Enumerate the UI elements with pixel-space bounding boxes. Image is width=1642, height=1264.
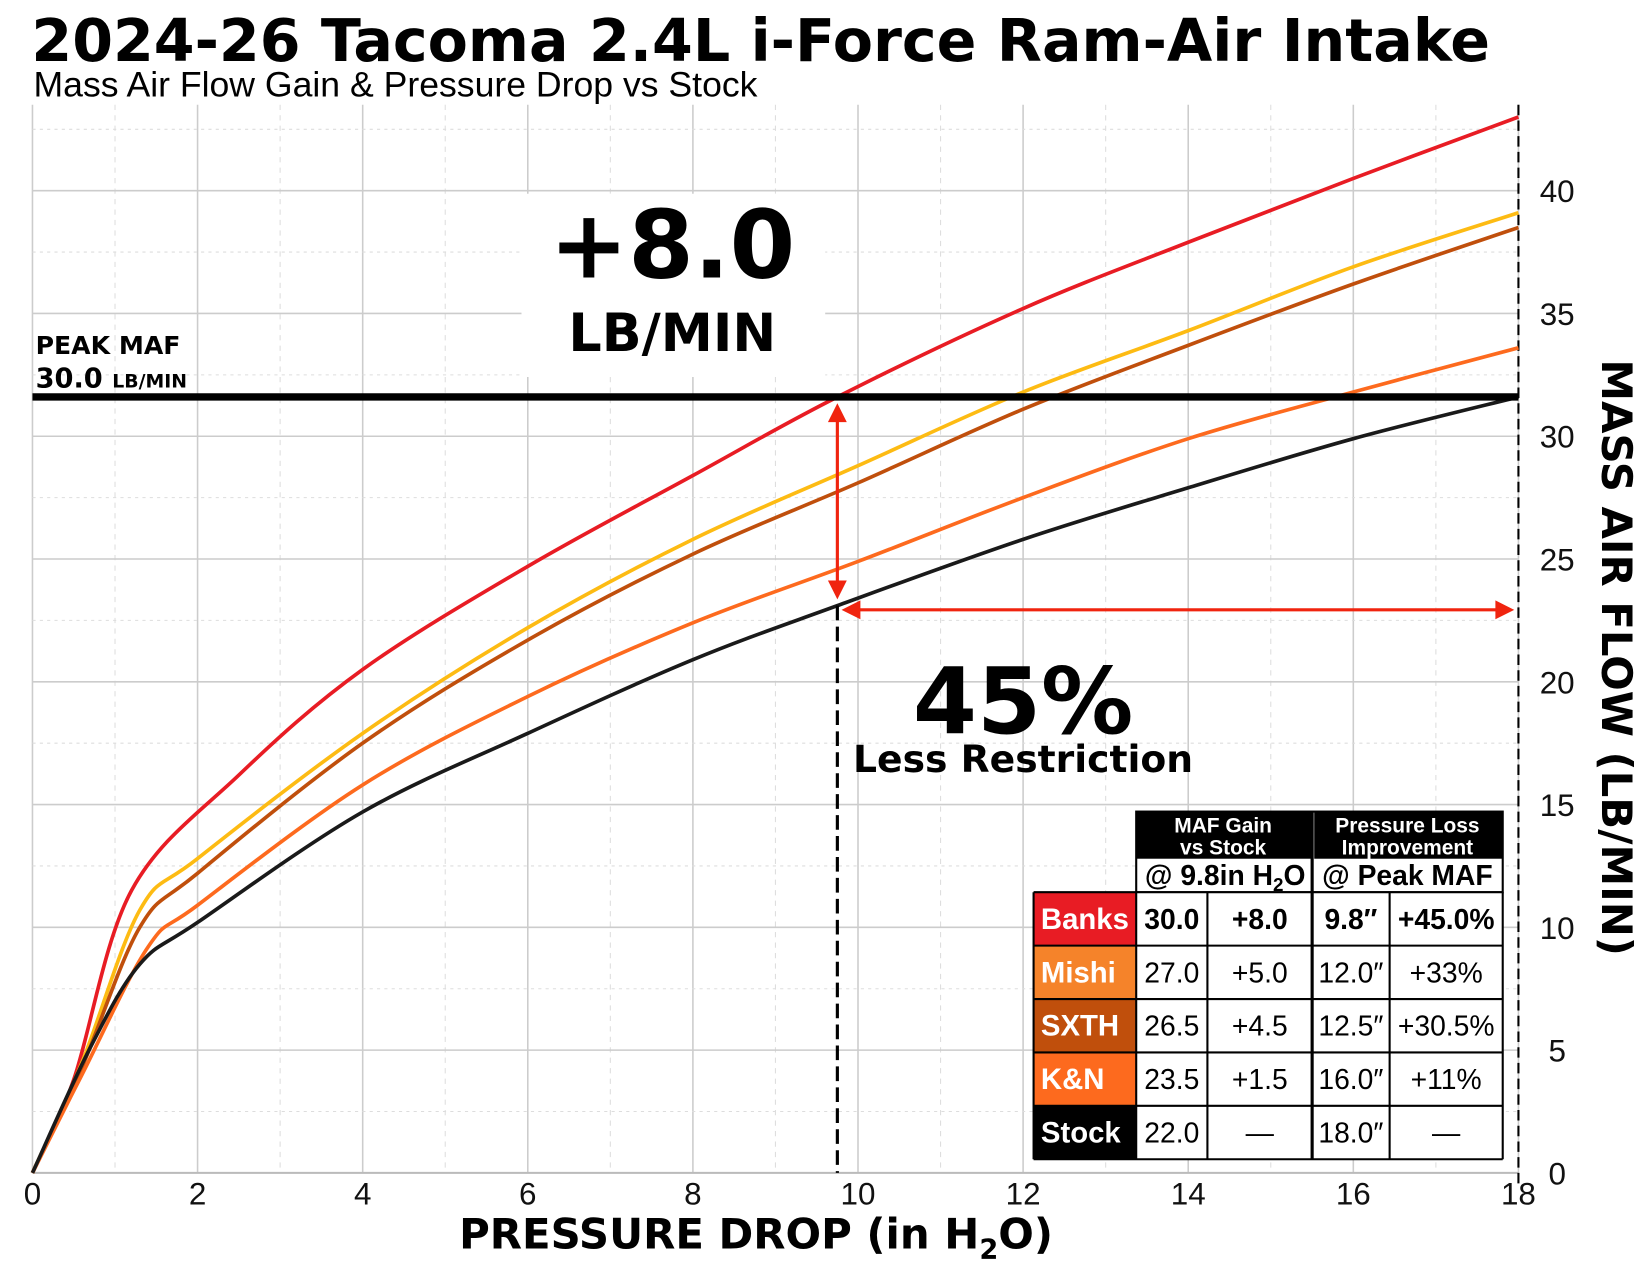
x-tick-label: 18 [1501, 1176, 1536, 1211]
series-line-mishi [30, 211, 1520, 1174]
row-name: SXTH [1041, 1010, 1119, 1043]
row-cell: 27.0 [1144, 956, 1199, 988]
restriction-label: Less Restriction [853, 737, 1193, 781]
row-name-cell [1033, 1105, 1137, 1160]
peak-maf-label: PEAK MAF [36, 331, 181, 360]
x-tick-label: 6 [519, 1176, 536, 1211]
row-cell: +8.0 [1232, 903, 1288, 935]
x-tick-labels: 0 2 4 6 8 10 12 14 16 18 [24, 1176, 1536, 1211]
y-tick-label: 5 [1548, 1034, 1565, 1069]
row-name: K&N [1041, 1063, 1105, 1096]
series-line-banks [30, 115, 1520, 1174]
row-cell: +30.5% [1398, 1010, 1495, 1042]
series-line-stock [30, 395, 1519, 1174]
series-line-sxth [30, 225, 1520, 1174]
row-name: Banks [1041, 903, 1129, 936]
header-pressure-loss-text: Improvement [1342, 837, 1474, 860]
header-pressure-loss-text: Pressure Loss [1335, 815, 1479, 838]
subheader-at-9.8: @ 9.8in H2O [1145, 859, 1306, 895]
row-name-cell [1033, 999, 1137, 1053]
header-maf-gain-text: MAF Gain [1174, 815, 1272, 838]
y-tick-label: 15 [1540, 788, 1575, 823]
row-cell: 30.0 [1144, 903, 1199, 935]
row-cell: 26.5 [1144, 1010, 1199, 1042]
gain-value: +8.0 [549, 192, 795, 301]
x-tick-label: 2 [189, 1176, 206, 1211]
x-tick-label: 12 [1006, 1176, 1041, 1211]
row-cell: 9.8″ [1324, 903, 1377, 935]
y-tick-label: 20 [1540, 665, 1575, 700]
x-tick-label: 0 [24, 1176, 41, 1211]
x-tick-label: 14 [1171, 1176, 1206, 1211]
row-cell: +45.0% [1398, 903, 1495, 935]
row-cell: +11% [1411, 1063, 1482, 1095]
x-tick-label: 4 [354, 1176, 371, 1211]
x-tick-label: 16 [1336, 1176, 1371, 1211]
row-name-cell [1033, 945, 1137, 1000]
peak-maf-value: 30.0 LB/MIN [36, 363, 187, 394]
row-cell: 22.0 [1144, 1117, 1199, 1149]
row-cell: 12.0″ [1318, 956, 1383, 988]
row-name-cell [1033, 1052, 1137, 1106]
row-name-cell [1033, 892, 1137, 946]
y-tick-labels: 0 5 10 15 20 25 30 35 40 [1540, 174, 1575, 1191]
row-cell: 12.5″ [1318, 1010, 1383, 1042]
y-tick-label: 25 [1540, 543, 1575, 578]
row-name: Mishi [1041, 956, 1116, 989]
row-cell: +1.5 [1232, 1063, 1288, 1095]
row-cell: 23.5 [1144, 1063, 1199, 1095]
chart-subtitle: Mass Air Flow Gain & Pressure Drop vs St… [34, 64, 758, 104]
y-tick-label: 10 [1540, 911, 1575, 946]
row-cell: +33% [1410, 956, 1483, 988]
row-name: Stock [1041, 1117, 1122, 1150]
row-cell: +5.0 [1232, 956, 1288, 988]
row-cell: 18.0″ [1318, 1117, 1383, 1149]
series-lines [30, 115, 1520, 1174]
restriction-value: 45% [913, 647, 1134, 755]
row-cell: +4.5 [1232, 1010, 1288, 1042]
x-tick-label: 8 [684, 1176, 701, 1211]
row-cell: — [1432, 1117, 1461, 1149]
header-maf-gain-text: vs Stock [1180, 837, 1266, 860]
chart-title: 2024-26 Tacoma 2.4L i-Force Ram-Air Inta… [31, 7, 1490, 75]
header-pressure-loss [1314, 811, 1503, 859]
x-tick-label: 10 [841, 1176, 876, 1211]
subheader-peak-maf: @ Peak MAF [1322, 859, 1493, 891]
y-tick-label: 35 [1540, 297, 1575, 332]
x-axis-label: PRESSURE DROP (in H2O) [459, 1209, 1053, 1264]
header-maf-gain [1136, 811, 1312, 859]
gain-unit: LB/MIN [568, 303, 776, 364]
row-cell: 16.0″ [1318, 1063, 1383, 1095]
y-tick-label: 30 [1540, 420, 1575, 455]
gain-label-bg [521, 193, 826, 378]
row-cell: — [1246, 1117, 1275, 1149]
y-axis-label: MASS AIR FLOW (LB/MIN) [1592, 359, 1641, 956]
series-line-kn [30, 346, 1519, 1174]
y-tick-label: 40 [1540, 174, 1575, 209]
y-tick-label: 0 [1548, 1156, 1565, 1191]
